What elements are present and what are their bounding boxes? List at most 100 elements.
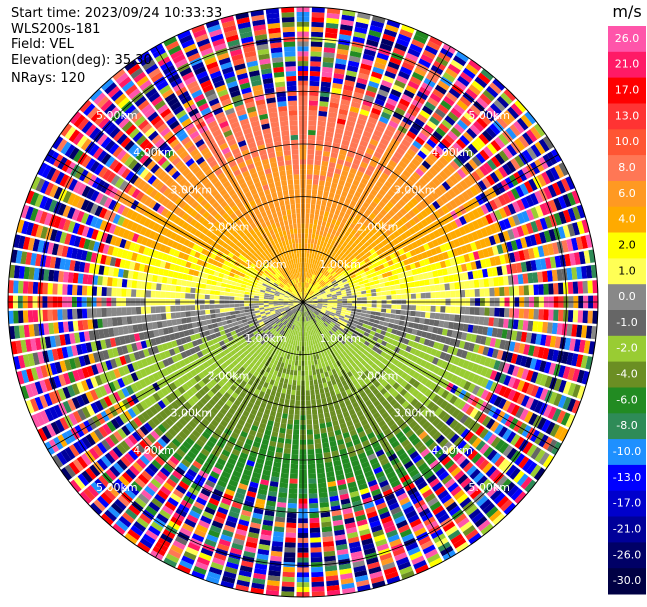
range-gate (371, 134, 381, 142)
range-gate (288, 414, 294, 420)
range-gate (319, 101, 329, 107)
range-gate (428, 278, 435, 285)
range-gate (493, 277, 499, 287)
range-gate (324, 412, 331, 418)
range-gate (343, 213, 350, 220)
range-gate (461, 191, 471, 202)
range-gate (304, 233, 309, 239)
range-gate (310, 394, 316, 400)
range-gate (440, 194, 449, 204)
range-gate (339, 222, 345, 229)
ray (303, 15, 386, 302)
range-gate (306, 419, 313, 425)
range-gate (356, 291, 362, 295)
range-gate (473, 279, 480, 288)
range-gate (449, 314, 455, 322)
range-gate (449, 174, 459, 185)
range-gate (314, 234, 319, 240)
range-gate (366, 85, 378, 94)
range-gate (314, 384, 319, 390)
range-gate (367, 205, 375, 212)
range-gate (314, 433, 321, 440)
range-gate (341, 170, 349, 177)
range-gate (410, 310, 416, 317)
range-gate (283, 453, 291, 459)
range-gate (469, 185, 479, 196)
range-gate (439, 284, 446, 291)
range-gate (303, 292, 305, 298)
range-gate (424, 279, 430, 286)
range-gate (548, 283, 554, 295)
range-gate (582, 310, 588, 324)
range-gate (297, 370, 301, 376)
range-gate (306, 282, 309, 288)
range-gate (280, 477, 289, 484)
range-gate (381, 257, 388, 264)
range-gate (401, 156, 411, 165)
range-gate (359, 217, 366, 224)
range-gate (307, 243, 311, 249)
range-gate (356, 221, 363, 228)
range-gate (419, 280, 425, 287)
range-gate (394, 42, 408, 52)
range-gate (371, 71, 383, 80)
range-gate (288, 498, 297, 504)
range-gate (306, 294, 311, 299)
range-gate (370, 311, 377, 316)
range-gate (408, 188, 417, 197)
range-gate (340, 24, 353, 32)
range-gate (330, 97, 340, 104)
range-gate (339, 245, 345, 252)
range-gate (543, 309, 549, 321)
range-gate (311, 571, 324, 578)
range-gate (311, 31, 324, 38)
range-gate (475, 168, 485, 179)
range-gate (282, 566, 295, 573)
range-gate (468, 159, 478, 170)
range-gate (498, 166, 508, 178)
range-gate (308, 268, 311, 274)
range-gate (411, 71, 425, 82)
range-gate (337, 297, 343, 300)
range-gate (389, 318, 395, 324)
range-gate (391, 206, 399, 214)
range-gate (420, 128, 431, 138)
range-gate (327, 228, 333, 234)
range-gate (396, 75, 408, 85)
range-gate (320, 392, 326, 399)
range-gate (327, 8, 341, 15)
range-gate (289, 374, 294, 380)
range-gate (355, 263, 362, 269)
range-gate (479, 113, 492, 126)
range-gate (577, 310, 584, 323)
range-gate (309, 253, 312, 259)
range-gate (317, 125, 326, 132)
range-gate (577, 281, 584, 294)
range-gate (314, 443, 322, 449)
range-gate (325, 131, 334, 138)
range-gate (414, 281, 420, 287)
range-gate (325, 27, 338, 34)
range-gate (305, 385, 310, 391)
range-gate (381, 79, 393, 89)
range-gate (286, 389, 292, 395)
range-gate (516, 117, 529, 131)
range-gate (373, 151, 383, 160)
range-gate (357, 228, 364, 235)
range-gate (437, 207, 446, 217)
range-gate (526, 129, 538, 143)
range-gate (334, 275, 340, 280)
range-gate (306, 169, 313, 175)
range-gate (315, 290, 320, 295)
range-gate (509, 124, 521, 137)
range-gate (305, 223, 309, 229)
range-gate (305, 370, 309, 376)
range-gate (308, 120, 317, 126)
range-gate (433, 277, 440, 285)
range-gate (400, 224, 408, 232)
range-gate (377, 142, 387, 151)
range-gate (318, 363, 323, 369)
range-gate (331, 229, 337, 236)
range-gate (304, 287, 306, 293)
range-gate (281, 388, 287, 394)
